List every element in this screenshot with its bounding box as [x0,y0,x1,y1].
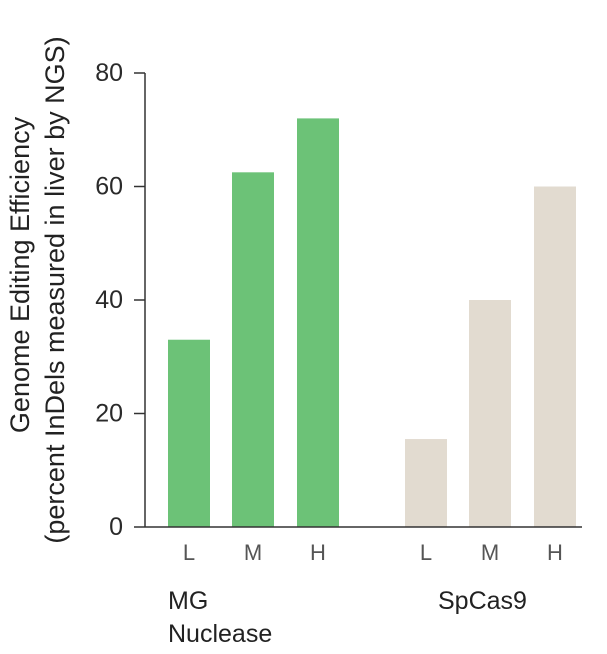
group-label-2-line-1: SpCas9 [438,587,527,615]
x-tick-label-1-M: M [244,540,262,565]
bar-1-M [232,172,274,527]
x-tick-label-2-H: H [547,540,563,565]
y-tick-label-0: 0 [109,513,123,541]
group-label-1-line-1: MG [168,587,208,615]
y-tick-label-20: 20 [95,400,123,428]
x-tick-label-2-M: M [481,540,499,565]
x-tick-label-1-L: L [183,540,195,565]
group-label-1-line-2: Nuclease [168,620,272,648]
y-tick-label-60: 60 [95,173,123,201]
y-axis-label: Genome Editing Efficiency (percent InDel… [5,36,70,543]
x-tick-label-1-H: H [310,540,326,565]
bar-1-L [168,339,210,527]
y-tick-label-80: 80 [95,59,123,87]
y-axis-label-line2: (percent InDels measured in liver by NGS… [40,36,70,543]
bar-2-M [469,300,511,527]
bars [168,118,576,528]
y-tick-label-40: 40 [95,286,123,314]
bar-2-L [405,439,447,527]
y-axis-label-line1: Genome Editing Efficiency [5,116,35,433]
bar-2-H [534,186,576,527]
group-labels: MG Nuclease SpCas9 [168,587,527,648]
x-tick-label-2-L: L [420,540,432,565]
bar-1-H [297,118,339,528]
y-axis-ticks: 0 20 40 60 80 [95,59,145,541]
